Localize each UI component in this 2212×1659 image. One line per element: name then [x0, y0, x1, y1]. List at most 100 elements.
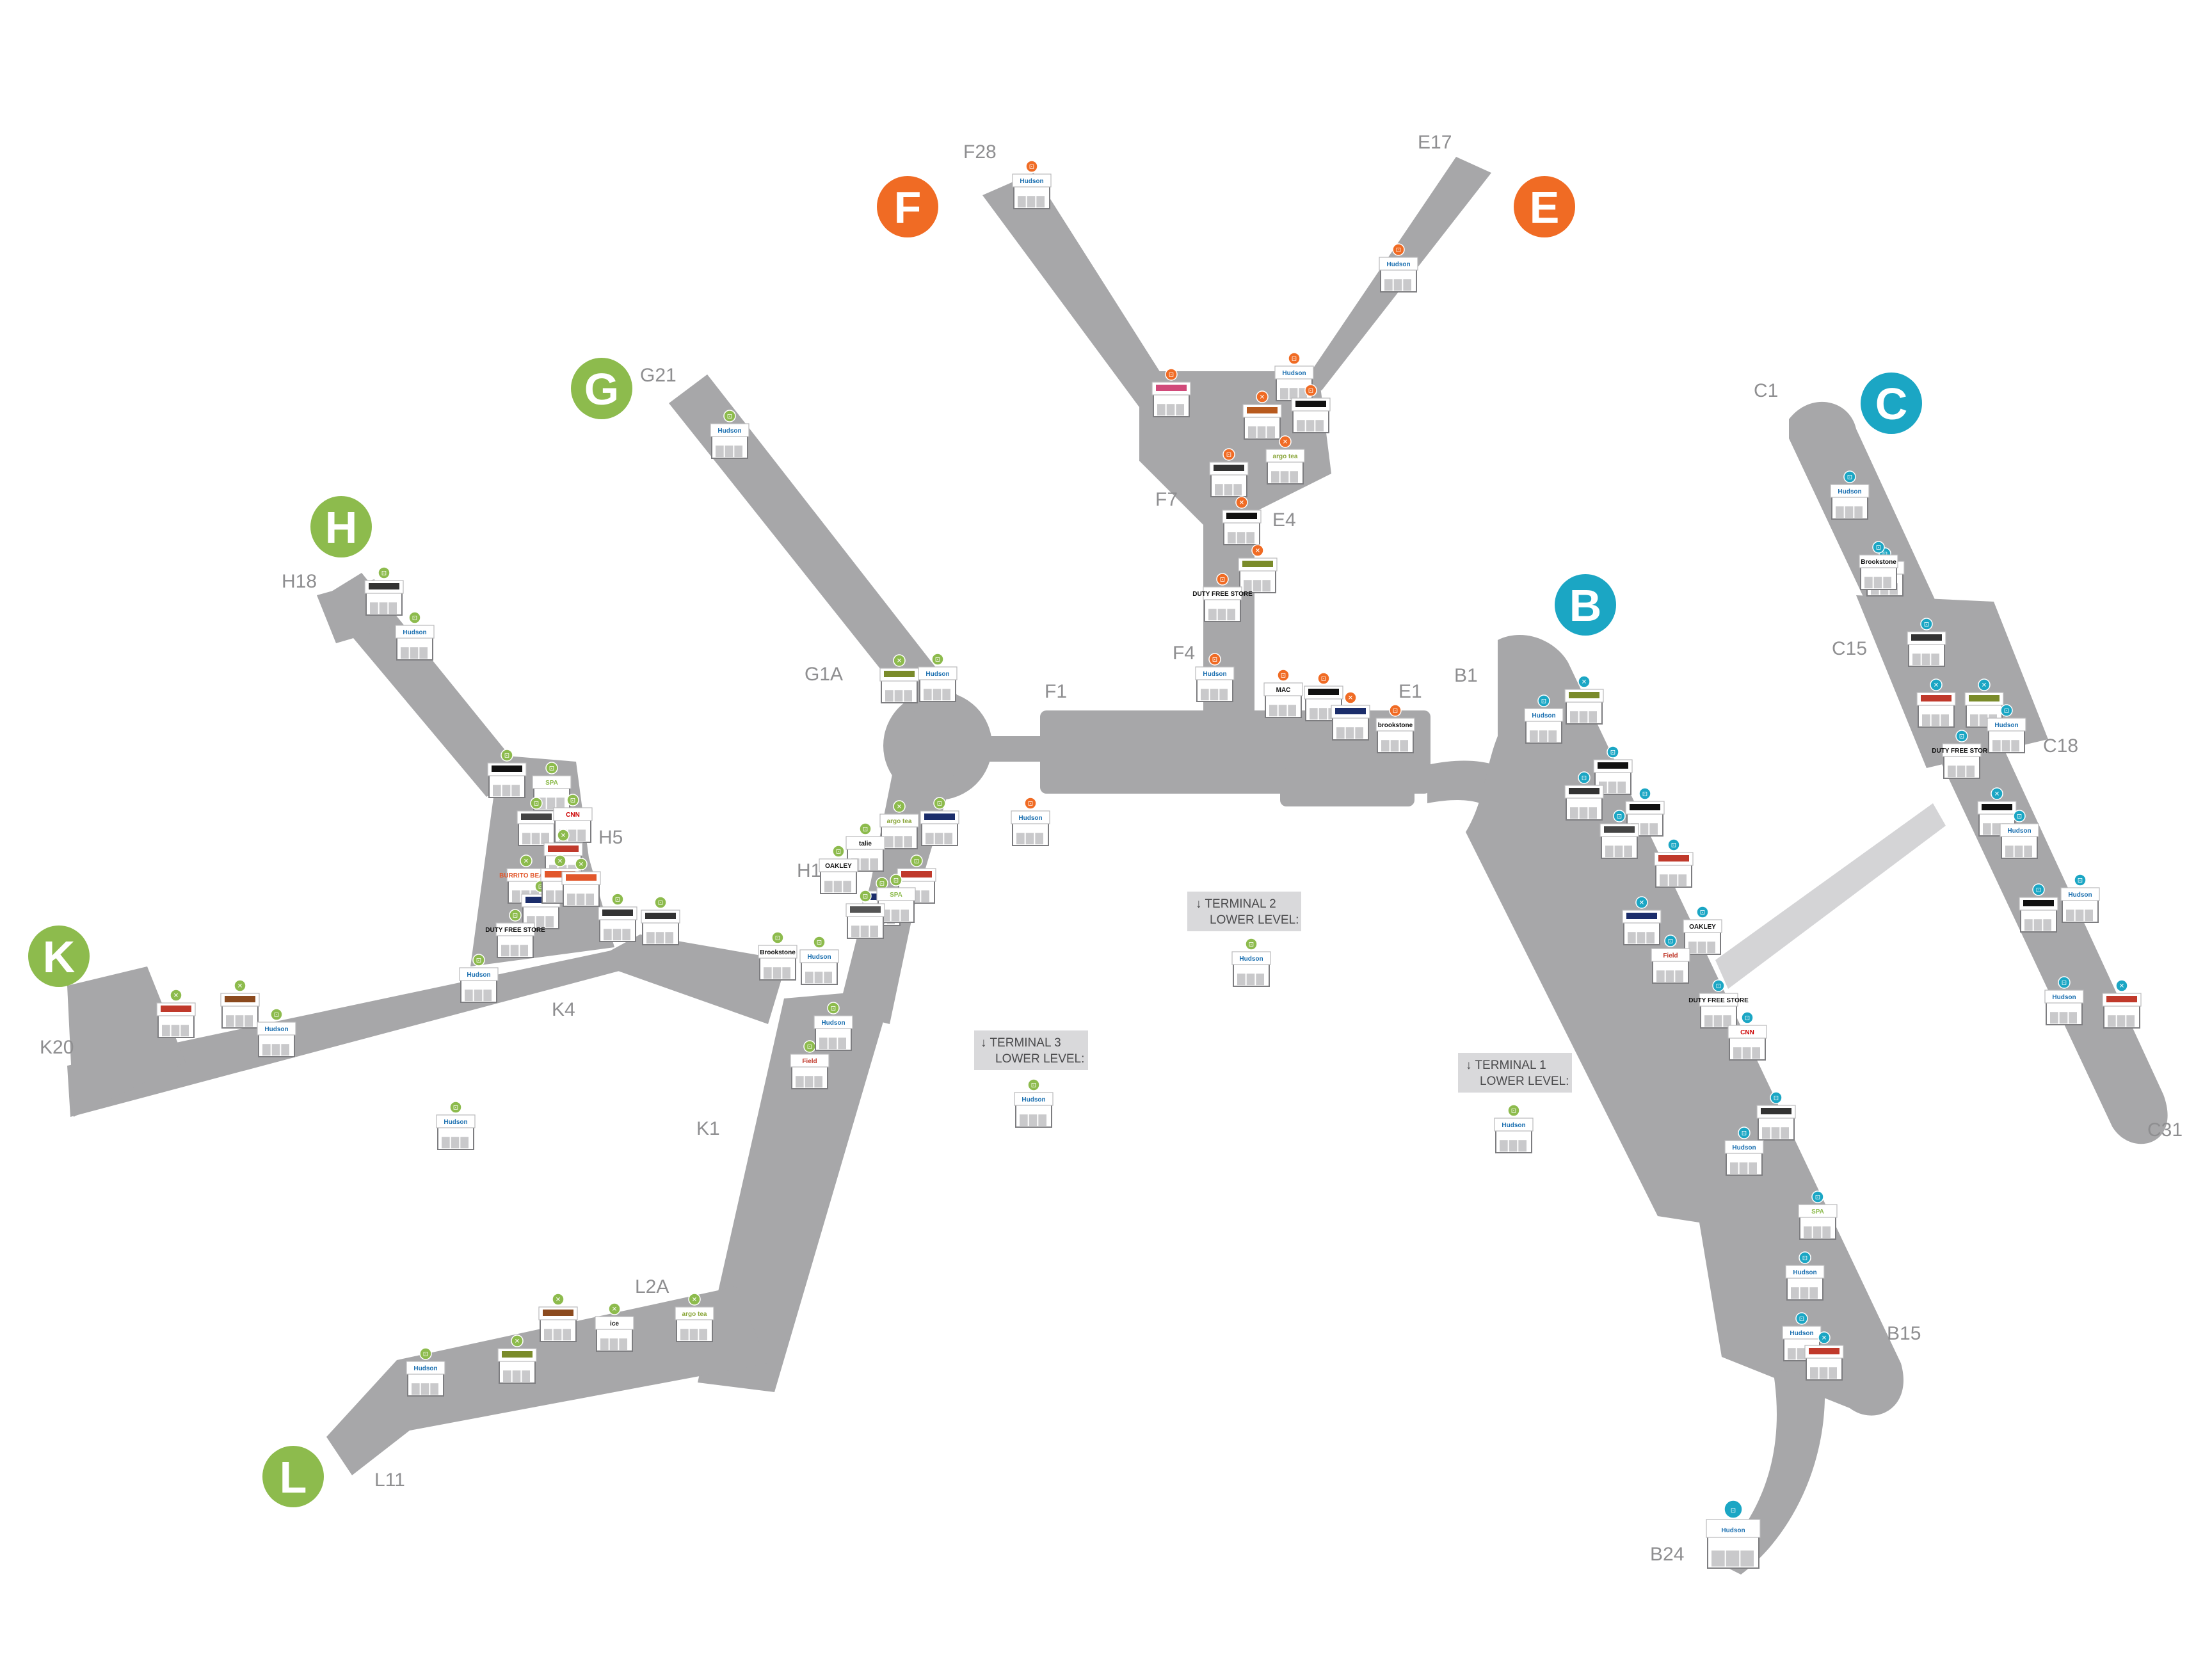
store-marker[interactable]: OAKLEY ⊡: [819, 845, 858, 894]
store-marker[interactable]: ⊡: [1209, 448, 1249, 497]
store-marker[interactable]: ✕: [156, 989, 196, 1038]
store-marker[interactable]: Hudson ⊡: [1379, 243, 1418, 293]
store-marker[interactable]: ⊡: [1291, 384, 1331, 433]
store-sign: [2060, 887, 2100, 901]
store-marker[interactable]: Hudson ⊡: [1785, 1251, 1825, 1301]
store-marker[interactable]: Hudson ⊡: [1012, 160, 1052, 209]
store-marker[interactable]: ✕: [497, 1334, 537, 1384]
store-marker[interactable]: Hudson ⊡: [918, 653, 958, 702]
store-marker[interactable]: Hudson ⊡: [813, 1002, 853, 1051]
store-marker[interactable]: Hudson ⊡: [1014, 1078, 1054, 1128]
store-marker[interactable]: Hudson ⊡: [406, 1347, 445, 1397]
store-marker[interactable]: Field ⊡: [1651, 934, 1690, 984]
store-window: [833, 881, 842, 893]
terminal-2-lower-level[interactable]: ↓ TERMINAL 2 LOWER LEVEL:: [1187, 892, 1301, 931]
store-marker[interactable]: DUTY FREE STORE ⊡: [1932, 730, 1992, 779]
store-marker[interactable]: DUTY FREE STORE ⊡: [1688, 979, 1749, 1029]
store-marker[interactable]: OAKLEY ⊡: [1683, 906, 1722, 955]
store-marker[interactable]: Hudson ⊡: [1011, 797, 1050, 846]
store-marker[interactable]: ⊡: [364, 566, 404, 616]
store-marker[interactable]: Hudson ⊡: [1494, 1104, 1534, 1153]
store-marker[interactable]: Hudson ⊡: [1524, 694, 1564, 744]
concourse-c-badge[interactable]: C: [1861, 373, 1922, 434]
store-marker[interactable]: ⊡: [897, 854, 936, 904]
store-marker[interactable]: Hudson ⊡: [2060, 874, 2100, 923]
store-marker[interactable]: Hudson ⊡: [1724, 1126, 1764, 1176]
concourse-e-badge[interactable]: E: [1514, 176, 1575, 237]
concourse-f-badge[interactable]: F: [877, 176, 938, 237]
store-marker[interactable]: Brookstone⊡: [758, 931, 797, 981]
store-marker[interactable]: ⊡: [1151, 368, 1191, 417]
store-marker[interactable]: ⊡: [1756, 1091, 1796, 1141]
store-marker[interactable]: DUTY FREE STORE ⊡: [485, 909, 545, 958]
concourse-h-badge[interactable]: H: [310, 496, 372, 557]
store-marker[interactable]: ✕: [1242, 390, 1282, 440]
store-marker[interactable]: ⊡: [2019, 883, 2058, 933]
store-marker[interactable]: SPA ⊡: [1798, 1190, 1838, 1240]
store-marker[interactable]: MAC ⊡: [1263, 669, 1303, 718]
concourse-k-badge[interactable]: K: [28, 926, 90, 987]
store-marker[interactable]: ⊡: [846, 890, 885, 939]
shopping-bag-icon: [1245, 938, 1258, 950]
store-marker[interactable]: Brookstone⊡: [1859, 541, 1898, 590]
store-marker[interactable]: ⊡: [1564, 771, 1604, 821]
store-marker[interactable]: argo tea ✕: [675, 1293, 714, 1342]
store-marker[interactable]: Hudson ⊡: [257, 1008, 296, 1057]
store-marker[interactable]: ✕: [1331, 691, 1370, 741]
store-marker[interactable]: Hudson ⊡: [1987, 704, 2026, 753]
store-marker[interactable]: ✕: [879, 654, 919, 703]
store-marker[interactable]: ✕: [220, 979, 260, 1029]
store-window: [1740, 1550, 1754, 1567]
store-window: [1781, 1127, 1789, 1139]
store-marker[interactable]: Hudson ⊡: [1274, 352, 1314, 401]
store-logo: [1626, 913, 1657, 919]
store-marker[interactable]: Field ⊡: [790, 1040, 830, 1089]
store-marker[interactable]: ⊡: [1599, 810, 1639, 859]
store-marker[interactable]: ice ✕: [595, 1302, 634, 1352]
store-marker[interactable]: ⊡: [641, 896, 680, 945]
shopping-bag-icon: [933, 797, 946, 810]
store-sign: [876, 887, 916, 901]
store-marker[interactable]: ✕: [1238, 544, 1278, 593]
gate-label: L11: [374, 1470, 405, 1491]
store-marker[interactable]: Hudson ⊡: [799, 936, 839, 985]
store-marker[interactable]: Hudson ⊡: [395, 611, 435, 661]
store-marker[interactable]: argo tea ✕: [1265, 435, 1305, 485]
store-marker[interactable]: ✕: [1564, 675, 1604, 725]
store-marker[interactable]: ⊡: [487, 749, 527, 798]
store-marker[interactable]: ✕: [1916, 678, 1956, 728]
store-marker[interactable]: ✕: [1222, 496, 1262, 545]
store-marker[interactable]: Hudson ⊡: [710, 410, 749, 459]
store-marker[interactable]: brookstone ⊡: [1375, 704, 1415, 753]
store-marker[interactable]: DUTY FREE STORE ⊡: [1192, 573, 1253, 622]
store-marker[interactable]: ⊡: [598, 893, 637, 942]
store-marker[interactable]: Hudson ⊡: [436, 1101, 476, 1150]
store-marker[interactable]: ⊡: [517, 797, 556, 846]
store-marker[interactable]: Hudson ⊡: [1195, 653, 1235, 702]
store-marker[interactable]: ✕: [2102, 979, 2142, 1029]
store-marker[interactable]: Hudson ⊡: [459, 954, 499, 1003]
store-marker[interactable]: ✕: [561, 858, 601, 907]
store-marker[interactable]: ⊡: [1907, 618, 1946, 667]
store-marker[interactable]: Hudson ⊡: [1706, 1500, 1761, 1569]
terminal-3-lower-level[interactable]: ↓ TERMINAL 3 LOWER LEVEL:: [974, 1030, 1088, 1070]
concourse-l-badge[interactable]: L: [262, 1446, 324, 1507]
store-window: [465, 990, 473, 1002]
store-marker[interactable]: ✕: [1622, 896, 1662, 945]
store-marker[interactable]: argo tea ✕: [879, 800, 919, 849]
concourse-g-badge[interactable]: G: [571, 358, 632, 419]
store-marker[interactable]: Hudson ⊡: [2044, 976, 2084, 1025]
terminal-1-lower-level[interactable]: ↓ TERMINAL 1 LOWER LEVEL:: [1458, 1053, 1572, 1093]
shopping-bag-icon: [1389, 704, 1402, 717]
store-marker[interactable]: CNN ⊡: [1727, 1011, 1767, 1061]
store-marker[interactable]: Hudson ⊡: [1830, 470, 1870, 520]
store-marker[interactable]: Hudson ⊡: [1231, 938, 1271, 987]
store-name: Hudson: [413, 1365, 437, 1372]
store-marker[interactable]: Hudson ⊡: [2000, 810, 2039, 859]
store-marker[interactable]: ⊡: [920, 797, 959, 846]
store-marker[interactable]: ✕: [1804, 1331, 1844, 1381]
store-marker[interactable]: ✕: [538, 1293, 578, 1342]
concourse-b-badge[interactable]: B: [1555, 574, 1616, 636]
store-marker[interactable]: ⊡: [1654, 838, 1694, 888]
concourse-badges: F E G H K L B C: [28, 176, 1922, 1507]
